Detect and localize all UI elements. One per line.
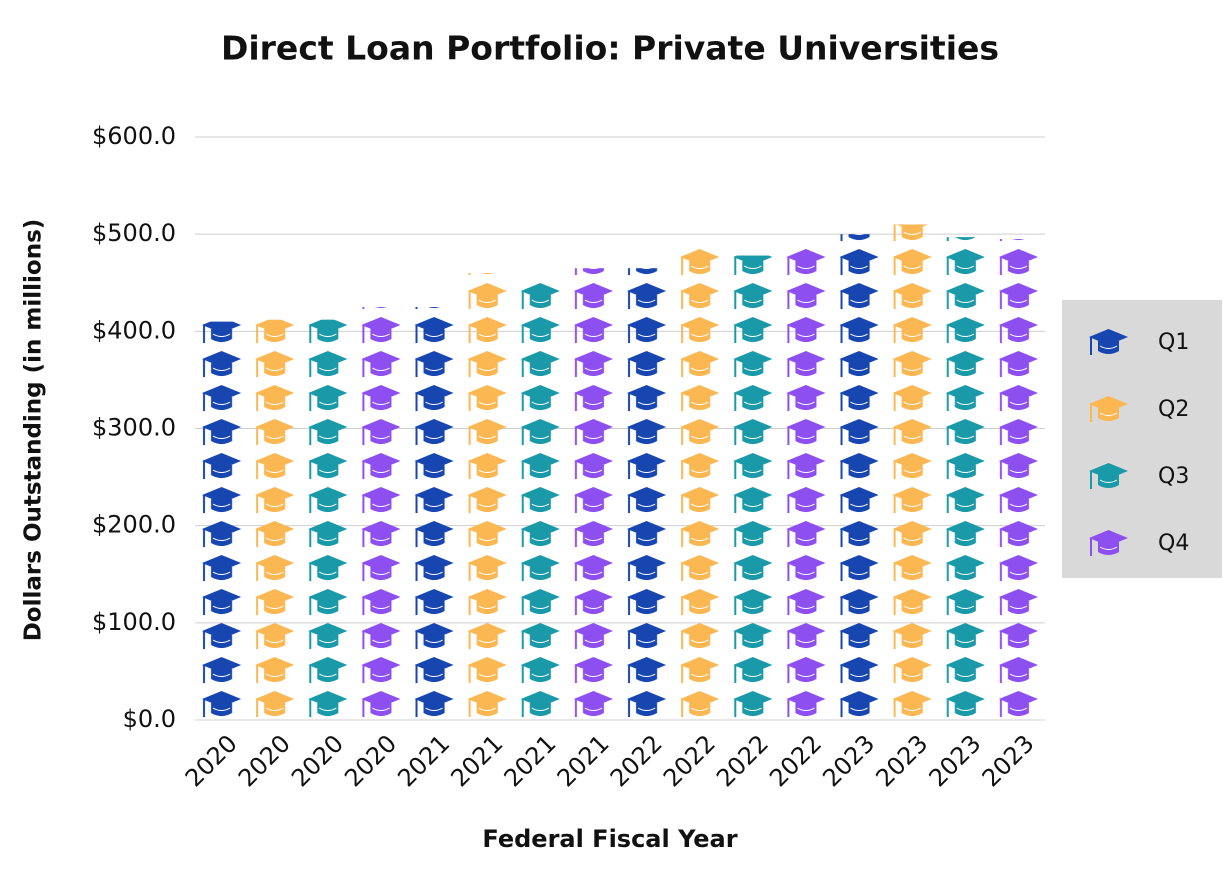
legend-label: Q1 (1158, 330, 1189, 355)
x-tick-label: 2022 (658, 729, 721, 792)
bar (248, 319, 302, 720)
legend-label: Q2 (1158, 397, 1189, 422)
bar (726, 255, 780, 720)
x-tick-label: 2021 (552, 729, 615, 792)
legend-label: Q3 (1158, 464, 1189, 489)
y-tick-label: $0.0 (123, 705, 176, 733)
bar (407, 307, 461, 720)
x-tick-label: 2023 (817, 729, 880, 792)
y-tick-label: $300.0 (92, 414, 176, 442)
bar (832, 234, 886, 720)
legend-icon (1089, 329, 1128, 355)
legend-icon (1089, 463, 1128, 489)
legend-icon (1089, 396, 1128, 422)
bar (620, 268, 674, 720)
x-tick-label: 2023 (870, 729, 933, 792)
y-tick-label: $500.0 (92, 219, 176, 247)
bar (195, 321, 249, 720)
bar (938, 237, 992, 720)
x-tick-label: 2022 (764, 729, 827, 792)
bar (673, 248, 727, 720)
y-tick-label: $100.0 (92, 608, 176, 636)
legend-icon (1089, 530, 1128, 556)
bar (566, 268, 620, 720)
x-tick-label: 2023 (977, 729, 1040, 792)
x-tick-label: 2020 (286, 729, 349, 792)
legend-box (1062, 300, 1222, 578)
chart-title: Direct Loan Portfolio: Private Universit… (221, 29, 999, 68)
bar (513, 282, 567, 720)
x-tick-label: 2022 (605, 729, 668, 792)
y-tick-label: $600.0 (92, 122, 176, 150)
y-axis-title: Dollars Outstanding (in millions) (21, 219, 47, 642)
bar (354, 307, 408, 720)
bar (460, 273, 514, 720)
x-tick-label: 2022 (711, 729, 774, 792)
bar (301, 319, 355, 720)
legend-label: Q4 (1158, 531, 1189, 556)
bar (991, 239, 1045, 720)
bar (779, 243, 833, 720)
x-tick-label: 2021 (392, 729, 455, 792)
y-tick-label: $200.0 (92, 511, 176, 539)
x-tick-label: 2020 (180, 729, 243, 792)
x-tick-label: 2021 (499, 729, 562, 792)
x-axis-title: Federal Fiscal Year (482, 825, 737, 853)
bar (885, 224, 939, 720)
y-tick-label: $400.0 (92, 316, 176, 344)
x-tick-label: 2020 (233, 729, 296, 792)
x-tick-label: 2023 (924, 729, 987, 792)
x-tick-label: 2020 (339, 729, 402, 792)
x-tick-label: 2021 (445, 729, 508, 792)
